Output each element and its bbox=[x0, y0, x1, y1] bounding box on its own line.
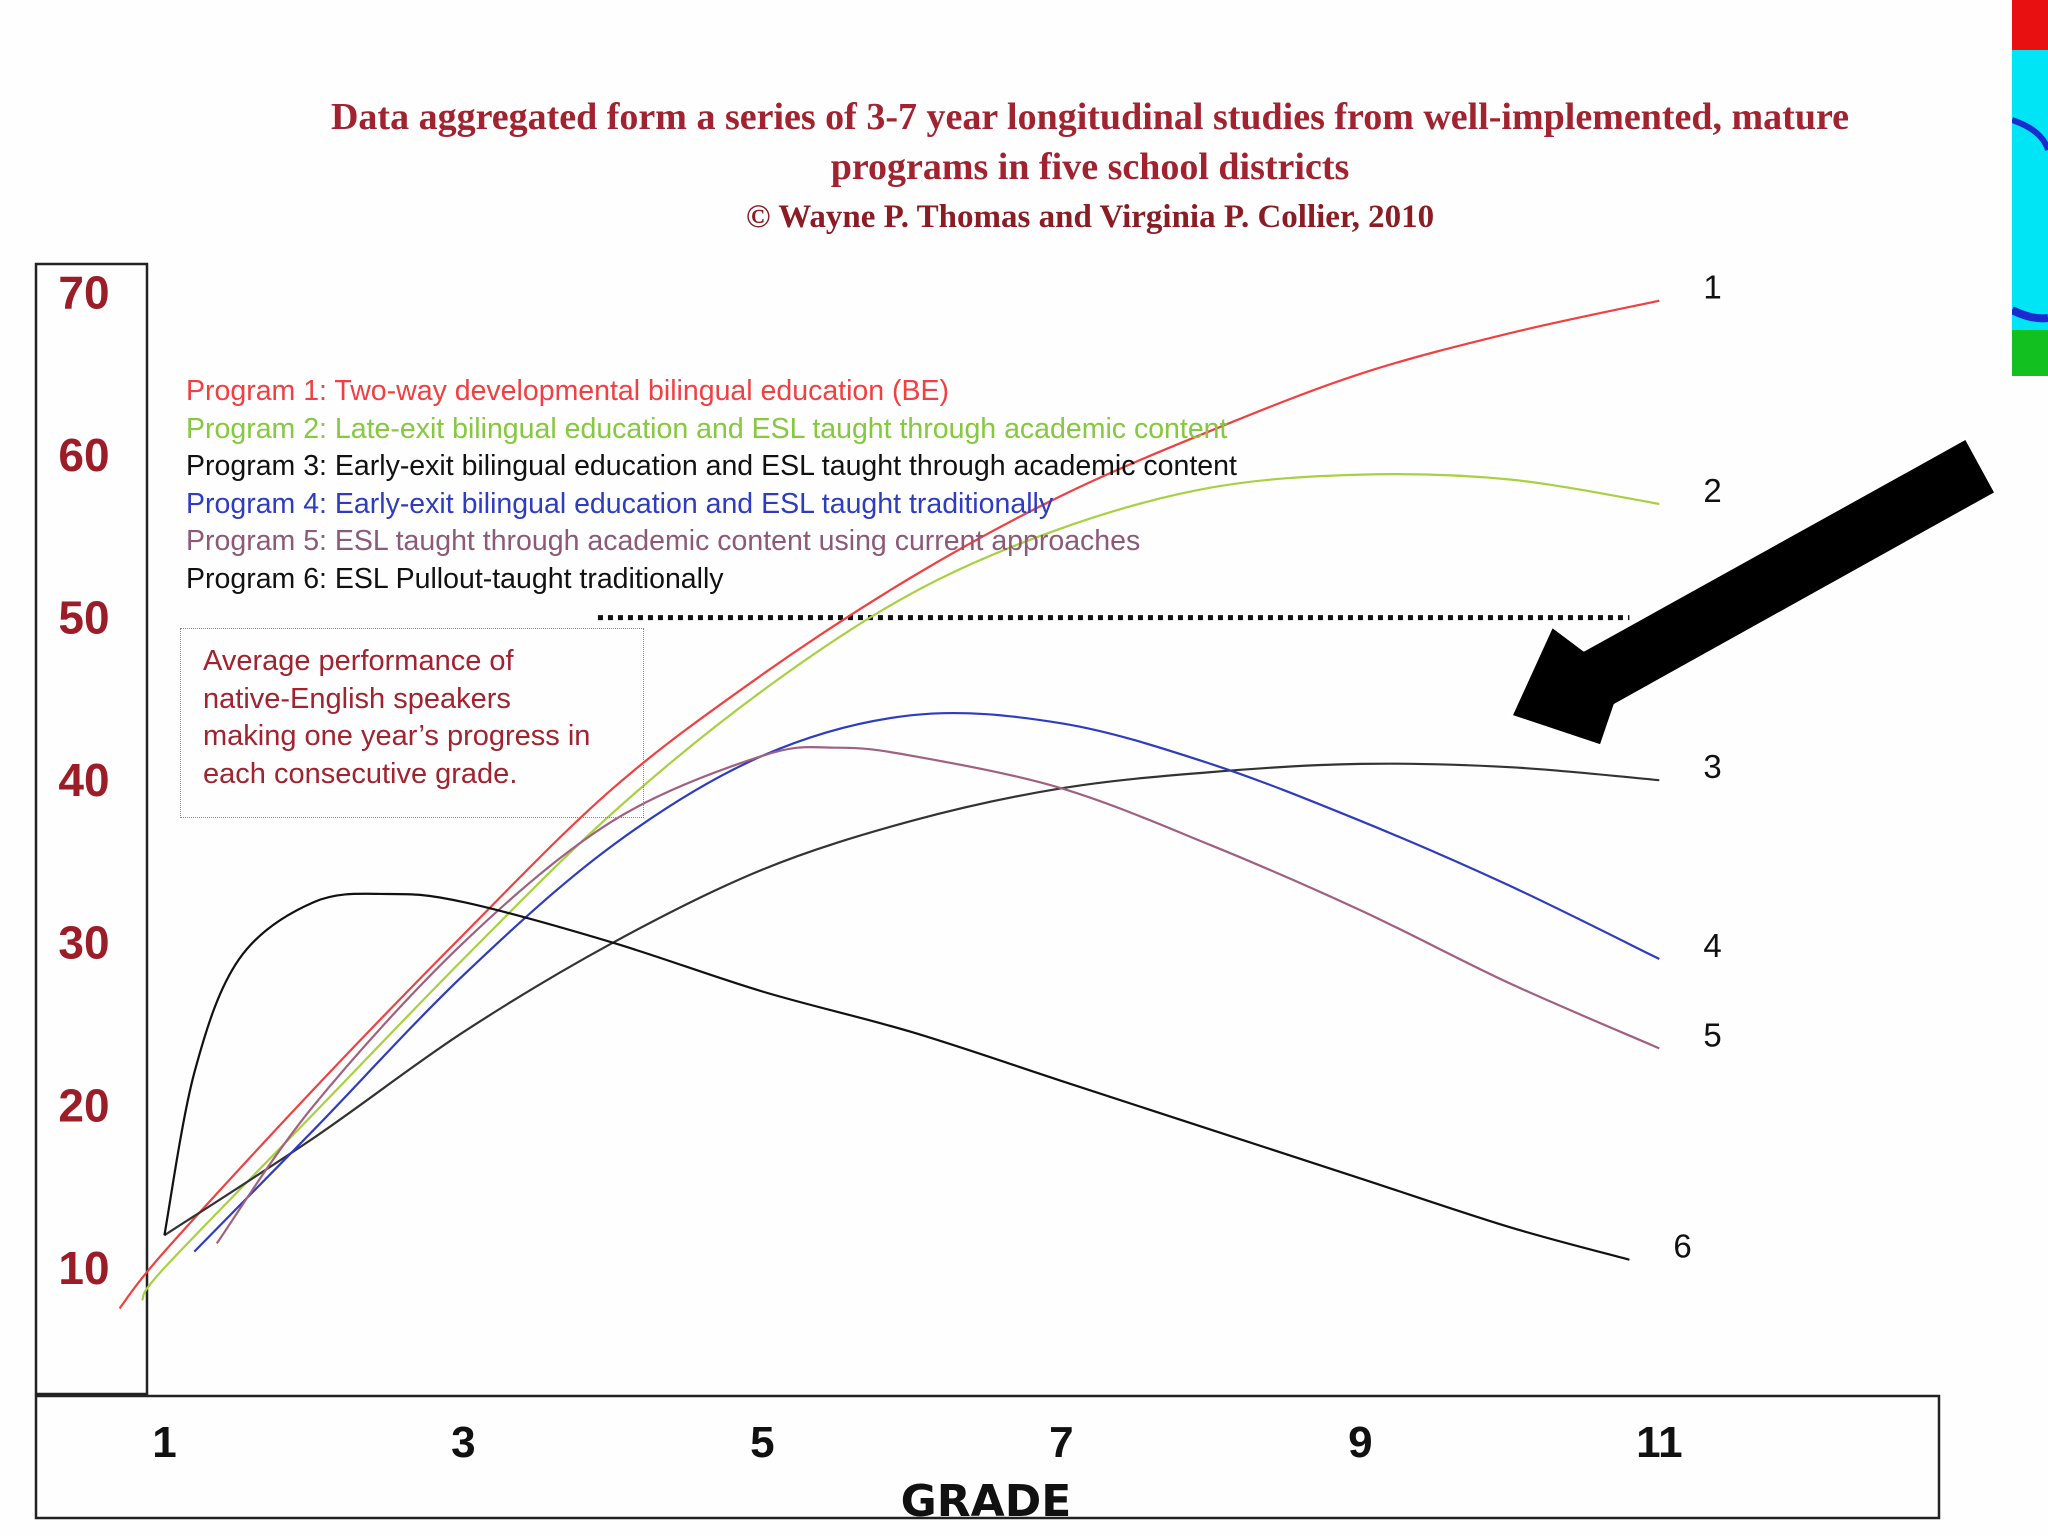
series-end-label: 2 bbox=[1703, 472, 1721, 509]
y-tick-label: 70 bbox=[58, 267, 109, 319]
note-line-1: Average performance of bbox=[203, 645, 514, 677]
chart-title-block: Data aggregated form a series of 3-7 yea… bbox=[140, 92, 2040, 242]
copyright-line: © Wayne P. Thomas and Virginia P. Collie… bbox=[745, 199, 1435, 235]
note-line-2: native-English speakers bbox=[203, 682, 511, 715]
series-line-program-3 bbox=[163, 762, 1660, 1237]
legend-item-program-4: Program 4: Early-exit bilingual educatio… bbox=[186, 487, 1054, 520]
legend-item-program-5: Program 5: ESL taught through academic c… bbox=[186, 525, 1141, 557]
series-line-program-4 bbox=[193, 711, 1660, 1253]
note-line-3: making one year’s progress in bbox=[203, 720, 591, 752]
y-tick-label: 50 bbox=[58, 592, 109, 644]
chart-title-line-2: programs in five school districts bbox=[830, 146, 1350, 188]
legend-item-program-3: Program 3: Early-exit bilingual educatio… bbox=[186, 450, 1237, 482]
series-end-label: 1 bbox=[1703, 269, 1721, 306]
native-speaker-note: Average performance of native-English sp… bbox=[180, 628, 644, 818]
x-tick-label: 3 bbox=[451, 1418, 475, 1467]
series-end-label: 6 bbox=[1673, 1228, 1691, 1265]
note-line-4: each consecutive grade. bbox=[203, 757, 518, 790]
y-tick-label: 20 bbox=[58, 1079, 109, 1131]
series-line-program-6 bbox=[163, 892, 1630, 1261]
series-end-label: 4 bbox=[1703, 927, 1721, 964]
series-line-program-1 bbox=[118, 299, 1660, 1310]
legend-item-program-2: Program 2: Late-exit bilingual education… bbox=[186, 412, 1228, 445]
x-axis-title: GRADE bbox=[901, 1476, 1072, 1527]
y-tick-labels: 10 20 30 40 50 60 70 bbox=[58, 267, 109, 1294]
y-tick-label: 40 bbox=[58, 754, 109, 806]
legend-item-program-1: Program 1: Two-way developmental bilingu… bbox=[186, 375, 950, 407]
x-tick-label: 9 bbox=[1348, 1418, 1372, 1467]
x-tick-label: 11 bbox=[1636, 1418, 1683, 1467]
x-tick-label: 7 bbox=[1049, 1418, 1073, 1467]
series-lines bbox=[118, 299, 1660, 1310]
y-axis-frame bbox=[34, 262, 149, 1396]
x-tick-labels: 1 3 5 7 9 11 bbox=[152, 1418, 1682, 1467]
x-tick-label: 5 bbox=[750, 1418, 774, 1467]
x-tick-label: 1 bbox=[152, 1418, 176, 1467]
x-axis-frame bbox=[34, 1394, 1941, 1520]
series-line-program-2 bbox=[141, 473, 1660, 1301]
series-end-label: 5 bbox=[1703, 1016, 1721, 1053]
y-tick-label: 60 bbox=[58, 429, 109, 481]
series-line-program-5 bbox=[215, 745, 1660, 1245]
legend: Program 1: Two-way developmental bilingu… bbox=[186, 373, 1237, 598]
y-tick-label: 10 bbox=[58, 1242, 109, 1294]
pointer-arrow bbox=[1509, 436, 1998, 748]
cropped-side-image bbox=[2012, 0, 2048, 376]
legend-item-program-6: Program 6: ESL Pullout-taught traditiona… bbox=[186, 562, 724, 595]
y-tick-label: 30 bbox=[58, 917, 109, 969]
chart-title-line-1: Data aggregated form a series of 3-7 yea… bbox=[330, 96, 1850, 138]
series-end-label: 3 bbox=[1703, 748, 1721, 785]
series-end-labels: 1 2 3 4 5 6 bbox=[1673, 269, 1721, 1265]
